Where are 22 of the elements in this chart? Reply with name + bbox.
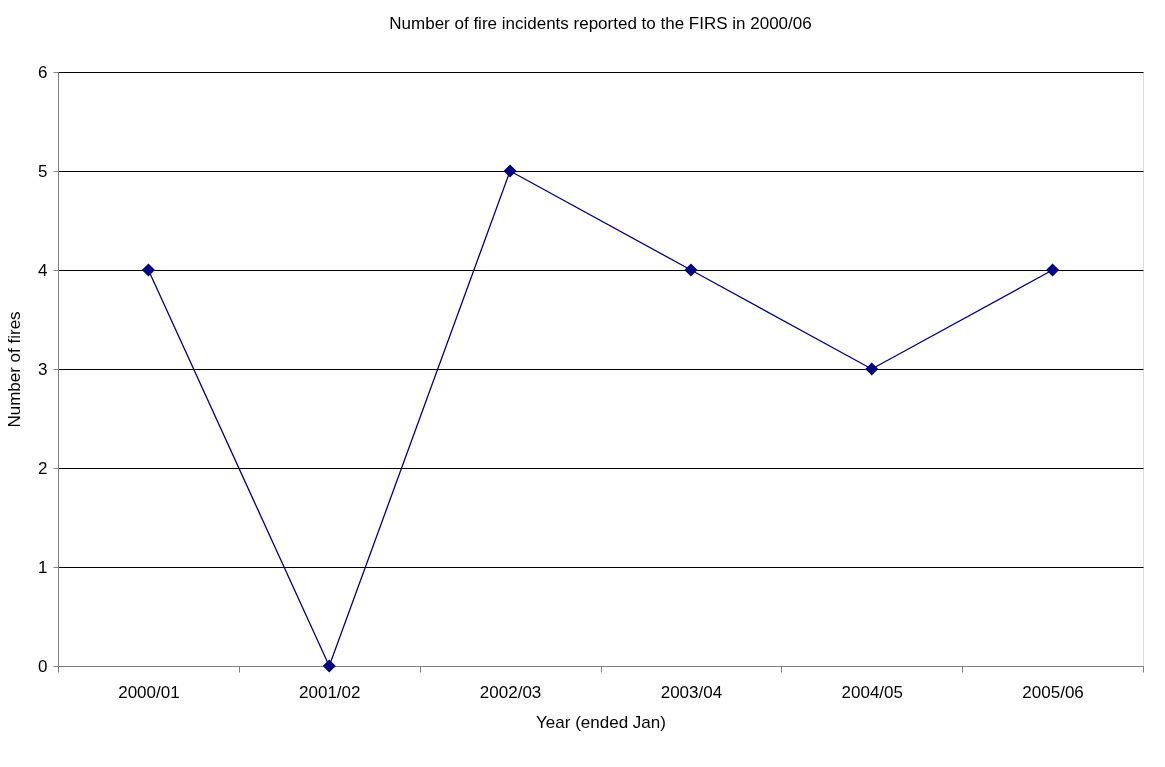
point xyxy=(1046,263,1060,277)
y-tick-label: 6 xyxy=(38,62,48,82)
point xyxy=(141,263,155,277)
y-tick-label: 4 xyxy=(38,260,48,280)
point xyxy=(684,263,698,277)
point xyxy=(503,164,517,178)
x-tick-label: 2000/01 xyxy=(118,682,180,702)
y-tick-label: 1 xyxy=(38,557,48,577)
y-tick-label: 3 xyxy=(38,359,48,379)
y-tick-label: 2 xyxy=(38,458,48,478)
x-tick-label: 2001/02 xyxy=(299,682,361,702)
y-axis-title: Number of fires xyxy=(5,311,25,428)
y-tick-label: 0 xyxy=(38,656,48,676)
point xyxy=(322,659,336,673)
x-tick-label: 2003/04 xyxy=(660,682,723,702)
x-tick-label: 2002/03 xyxy=(479,682,542,702)
y-tick-label: 5 xyxy=(38,161,48,181)
x-tick-label: 2005/06 xyxy=(1022,682,1084,702)
x-tick-label: 2004/05 xyxy=(841,682,903,702)
x-axis-title: Year (ended Jan) xyxy=(536,712,666,732)
point xyxy=(865,362,879,376)
chart-title: Number of fire incidents reported to the FIRS in 2000/06 xyxy=(389,14,812,33)
